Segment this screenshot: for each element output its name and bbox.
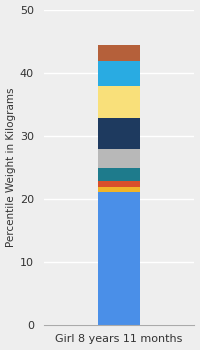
Bar <box>98 168 140 181</box>
Bar <box>98 61 140 86</box>
Bar <box>98 193 140 325</box>
Bar <box>98 181 140 187</box>
Bar <box>98 187 140 192</box>
Bar <box>98 46 140 61</box>
Bar <box>98 118 140 149</box>
Bar <box>98 86 140 118</box>
Y-axis label: Percentile Weight in Kilograms: Percentile Weight in Kilograms <box>6 88 16 247</box>
Bar <box>98 149 140 168</box>
